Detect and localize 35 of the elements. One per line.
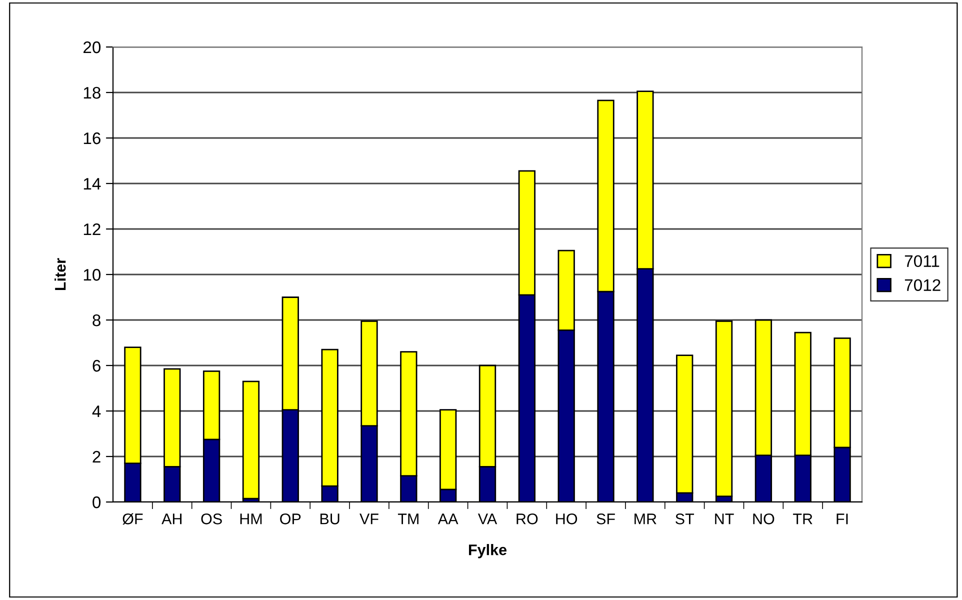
y-tick-label: 10 [84,268,101,281]
legend-label: 7011 [904,255,940,268]
y-tick-label: 4 [92,406,101,418]
y-tick-label: 0 [92,496,101,508]
x-tick-label: ST [676,514,694,524]
x-tick-label: HO [556,514,578,524]
x-tick-label: OP [280,514,301,524]
x-tick-label: ØF [122,513,143,525]
x-tick-label: AA [438,514,458,524]
x-axis-title: Fylke [468,544,507,558]
x-tick-label: BU [320,514,340,524]
x-tick-label: SF [596,514,615,524]
legend-label: 7012 [904,279,940,291]
x-tick-label: MR [634,514,656,524]
x-tick-label: NO [753,514,774,524]
x-tick-label: OS [201,514,222,524]
x-tick-label: VA [478,514,498,524]
x-tick-label: AH [162,514,182,524]
x-tick-label: VF [360,514,378,524]
x-tick-label: NT [715,514,734,524]
y-tick-label: 20 [83,41,101,54]
x-tick-label: TM [398,514,418,524]
y-tick-label: 18 [84,86,100,99]
y-tick-label: 2 [92,450,100,463]
y-tick-label: 6 [92,360,100,372]
y-tick-label: 12 [84,223,100,236]
x-tick-label: RO [516,514,538,524]
x-tick-label: TR [793,514,812,524]
y-tick-label: 8 [92,314,100,326]
y-tick-label: 16 [84,132,100,144]
x-tick-label: HM [240,514,262,524]
y-axis-title: Liter [54,258,66,290]
bar [242,380,260,500]
y-tick-label: 14 [84,178,101,190]
x-tick-label: FI [836,514,848,524]
